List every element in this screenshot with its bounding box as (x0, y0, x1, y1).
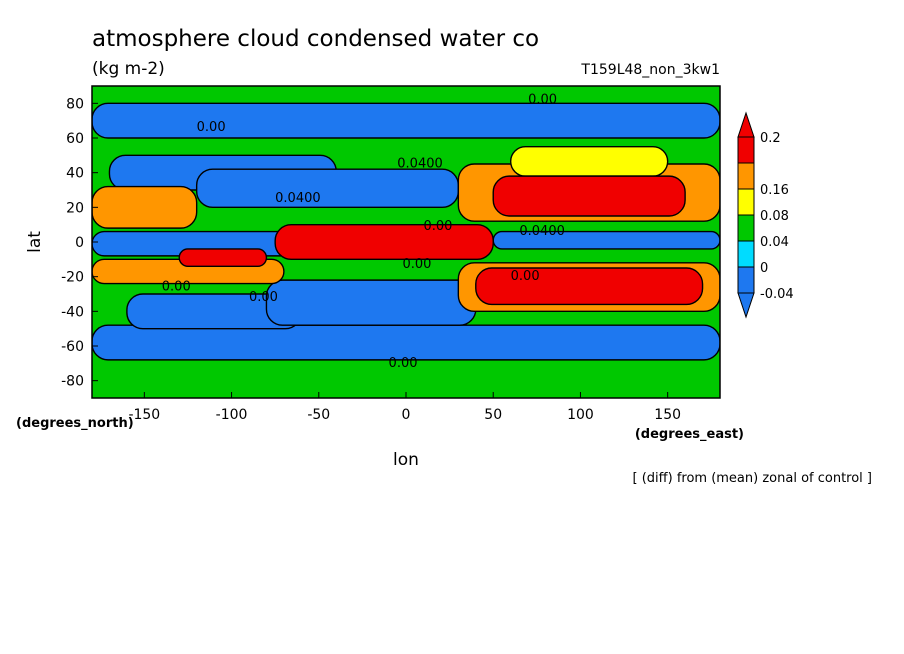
colorbar-swatch (737, 266, 755, 294)
colorbar: -0.04 0 0.04 0.08 0.16 0.2 (737, 111, 794, 319)
contour-region (178, 248, 268, 267)
x-axis-units: (degrees_east) (635, 427, 744, 442)
units-label: (kg m-2) (92, 59, 165, 79)
contour-region (92, 102, 720, 139)
contour-region (475, 267, 704, 306)
contour-region (274, 223, 494, 261)
x-tick-label: 100 (567, 407, 594, 423)
plot-area: 0.00 0.00 0.00 0.0400 0.0400 0.00 0.00 0.0400 0.… (92, 86, 720, 398)
x-tick-label: 50 (484, 407, 502, 423)
y-tick-label: -80 (61, 374, 84, 390)
colorbar-label: 0.08 (760, 209, 789, 224)
contour-region (92, 185, 198, 229)
contour-label: 0.00 (249, 290, 278, 305)
y-tick-label: -40 (61, 304, 84, 320)
x-tick-label: -50 (307, 407, 330, 423)
y-tick-label: 40 (66, 166, 84, 182)
colorbar-swatch (737, 162, 755, 190)
x-axis-label: lon (393, 450, 419, 470)
contour-label: 0.00 (162, 280, 191, 295)
x-tick-label: -100 (216, 407, 248, 423)
colorbar-swatch (737, 188, 755, 216)
colorbar-label: -0.04 (760, 287, 794, 302)
colorbar-swatch (737, 214, 755, 242)
contour-label: 0.00 (528, 92, 557, 107)
y-axis: -80 -60 -40 -20 0 20 40 60 80 (61, 96, 98, 390)
y-tick-label: 0 (75, 235, 84, 251)
colorbar-min-arrow (737, 292, 755, 319)
y-axis-units: (degrees_north) (16, 416, 134, 431)
x-tick-label: -150 (128, 407, 160, 423)
y-tick-label: -60 (61, 339, 84, 355)
run-label: T159L48_non_3kw1 (580, 62, 720, 78)
contour-label: 0.00 (511, 269, 540, 284)
contour-label: 0.0400 (275, 191, 321, 206)
contour-label: 0.00 (423, 219, 452, 234)
contour-region (509, 145, 669, 177)
chart-title: atmosphere cloud condensed water co (92, 26, 539, 52)
colorbar-label: 0 (760, 261, 768, 276)
y-tick-label: -20 (61, 270, 84, 286)
colorbar-label: 0.16 (760, 183, 789, 198)
contour-region (492, 175, 686, 217)
contour-region (265, 279, 477, 326)
contour-label: 0.00 (389, 356, 418, 371)
y-tick-label: 80 (66, 96, 84, 112)
colorbar-swatch (737, 240, 755, 268)
y-axis-label: lat (25, 231, 45, 253)
contour-label: 0.00 (403, 257, 432, 272)
colorbar-swatch (737, 136, 755, 164)
contour-label: 0.00 (197, 120, 226, 135)
x-axis: -150 -100 -50 0 50 100 150 (128, 392, 681, 423)
y-tick-label: 20 (66, 200, 84, 216)
contour-label: 0.0400 (519, 224, 565, 239)
x-tick-label: 0 (402, 407, 411, 423)
contour-label: 0.0400 (397, 156, 443, 171)
footnote: [ (diff) from (mean) zonal of control ] (633, 471, 872, 486)
colorbar-label: 0.2 (760, 131, 781, 146)
x-tick-label: 150 (654, 407, 681, 423)
colorbar-max-arrow (737, 111, 755, 138)
contour-region (92, 324, 720, 361)
colorbar-label: 0.04 (760, 235, 789, 250)
y-tick-label: 60 (66, 131, 84, 147)
contour-region (195, 168, 460, 209)
